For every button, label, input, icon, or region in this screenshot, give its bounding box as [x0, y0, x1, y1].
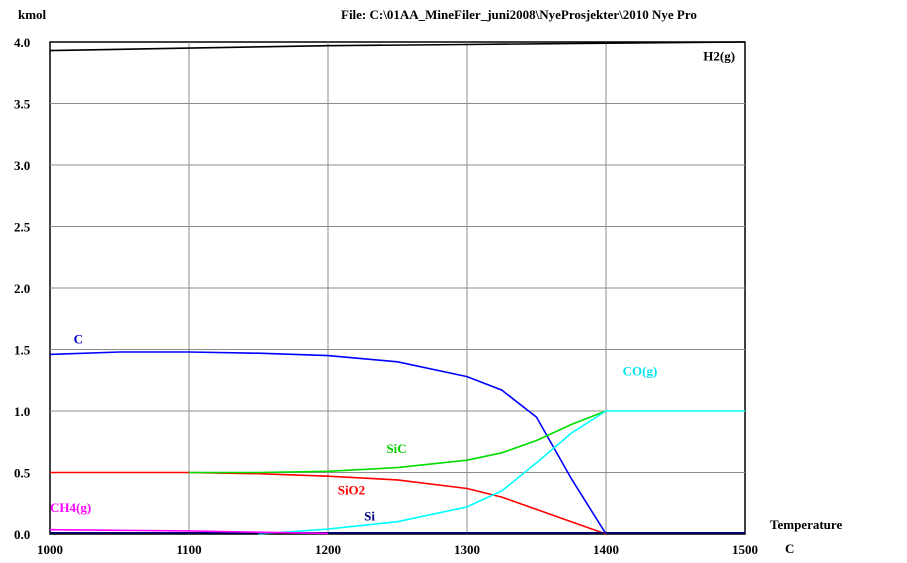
- x-tick-label: 1200: [315, 542, 341, 557]
- y-tick-label: 3.5: [14, 97, 31, 112]
- x-tick-label: 1000: [37, 542, 63, 557]
- y-tick-label: 4.0: [14, 35, 30, 50]
- series-line-co-g: [258, 410, 745, 535]
- x-tick-label: 1100: [176, 542, 201, 557]
- file-path: File: C:\01AA_MineFiler_juni2008\NyePros…: [341, 7, 697, 22]
- y-tick-label: 1.5: [14, 343, 31, 358]
- x-axis-label: Temperature: [770, 517, 843, 532]
- x-tick-label: 1300: [454, 542, 480, 557]
- series-label: CO(g): [623, 363, 658, 378]
- series-label: Si: [364, 508, 375, 523]
- y-unit-label: kmol: [18, 7, 47, 22]
- x-axis-unit: C: [785, 541, 795, 556]
- series-line-c: [49, 351, 607, 535]
- y-tick-label: 2.5: [14, 220, 31, 235]
- series-line-h2-g: [49, 41, 746, 52]
- y-tick-label: 1.0: [14, 404, 30, 419]
- x-tick-label: 1500: [732, 542, 758, 557]
- y-tick-label: 3.0: [14, 158, 30, 173]
- y-tick-label: 0.5: [14, 466, 31, 481]
- series-label: SiO2: [338, 483, 365, 498]
- series-line-ch4-g: [49, 528, 329, 535]
- series-label: SiC: [386, 441, 406, 456]
- x-tick-label: 1400: [593, 542, 619, 557]
- series-label: CH4(g): [50, 500, 91, 515]
- series-line-sic: [189, 410, 607, 474]
- series-label: H2(g): [703, 48, 735, 63]
- y-tick-label: 0.0: [14, 527, 30, 542]
- series-label: C: [74, 331, 83, 346]
- y-tick-label: 2.0: [14, 281, 30, 296]
